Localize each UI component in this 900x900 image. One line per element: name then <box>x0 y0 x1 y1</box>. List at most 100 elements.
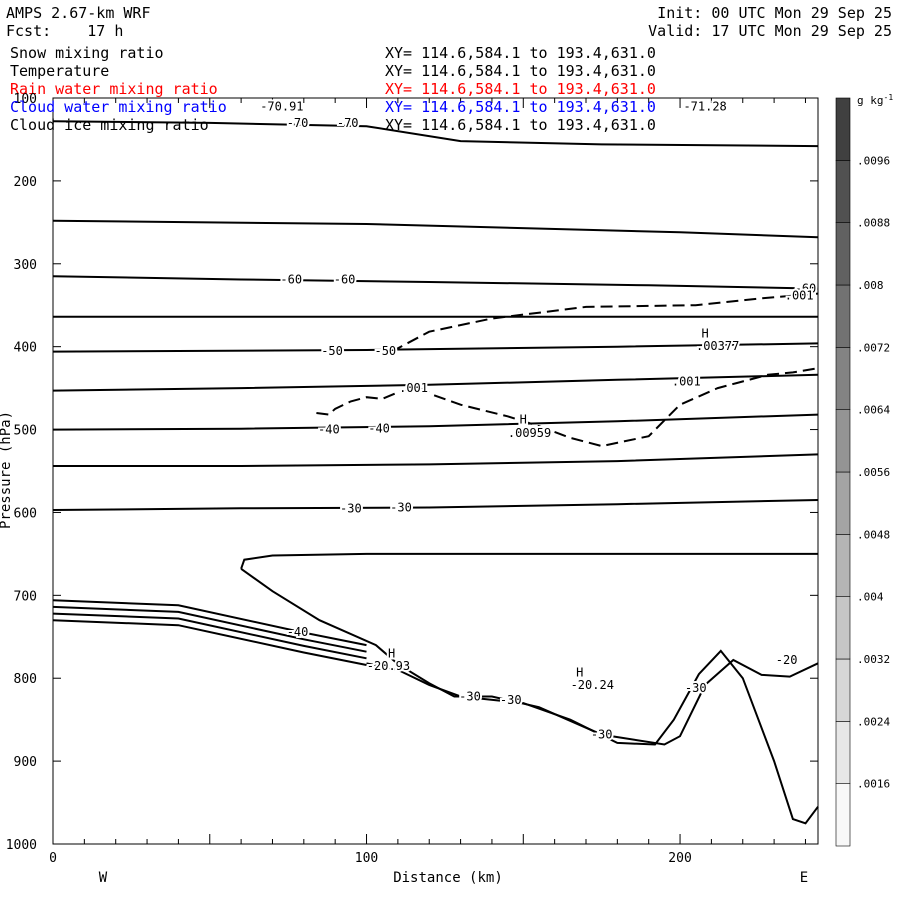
x-tick-label: 100 <box>355 851 378 866</box>
colorbar-swatch <box>835 721 851 784</box>
terrain-isotherm <box>52 599 367 647</box>
high-marker: H <box>388 646 395 660</box>
colorbar-label: .0064 <box>857 404 890 417</box>
x-end-label-left: W <box>99 870 108 886</box>
colorbar-swatch <box>835 222 851 286</box>
y-tick-label: 900 <box>14 755 37 770</box>
high-marker: H <box>520 413 527 427</box>
snow-contour-upper <box>391 292 819 353</box>
colorbar-swatch <box>835 284 851 348</box>
colorbar-swatch <box>835 783 851 847</box>
forecast-hour: Fcst: 17 h <box>6 22 124 40</box>
colorbar: .0016 .0024 .0032 .004 .0048 .0056 .0064 .0072.… <box>835 97 890 847</box>
high-value-label: .00377 <box>696 339 739 353</box>
isotherm-60 <box>52 275 819 290</box>
min-value-label: -70.91 <box>260 99 303 113</box>
contour-label: .001 <box>672 374 701 388</box>
high-marker: H <box>576 665 583 679</box>
colorbar-swatch <box>835 658 851 722</box>
contour-labels: -70 -70 -60 -60 -60 -50 -50 -40 -40 -40 -30 -30 -30 -… <box>258 97 818 743</box>
y-tick-label: 800 <box>14 672 37 687</box>
terrain-surface <box>366 649 819 825</box>
field-name-cloud-water: Cloud water mixing ratio <box>10 98 227 116</box>
contour-label: -40 <box>368 422 390 436</box>
snow-contour <box>316 292 819 448</box>
field-name-rain: Rain water mixing ratio <box>10 80 218 98</box>
colorbar-swatch <box>835 534 851 597</box>
terrain-isotherm <box>52 612 367 660</box>
colorbar-label: .0056 <box>857 466 890 479</box>
y-tick-label: 700 <box>14 589 37 604</box>
x-tick-label: 200 <box>668 851 691 866</box>
y-tick-label: 400 <box>14 341 37 356</box>
isotherm-70 <box>52 219 819 239</box>
init-time: Init: 00 UTC Mon 29 Sep 25 <box>657 4 892 22</box>
contour-label: -60 <box>334 273 356 287</box>
colorbar-swatch <box>835 596 851 660</box>
contour-label: -30 <box>390 500 412 514</box>
contour-label: -40 <box>318 423 340 437</box>
axis-ticks: 100 200 300 400 500 600 700 800 900 1000 0 100 200 <box>6 92 818 866</box>
high-value-label: .00959 <box>508 426 551 440</box>
isotherm-70 <box>52 120 819 148</box>
colorbar-label: .0096 <box>857 154 890 167</box>
y-axis-label: Pressure (hPa) <box>0 411 14 529</box>
y-tick-label: 1000 <box>6 838 37 853</box>
isotherm-40 <box>52 413 819 431</box>
colorbar-swatch <box>835 471 851 535</box>
colorbar-label: .0024 <box>857 715 890 728</box>
min-value-label: -71.28 <box>683 99 726 113</box>
colorbar-label: .0016 <box>857 778 890 791</box>
valid-time: Valid: 17 UTC Mon 29 Sep 25 <box>648 22 892 40</box>
contour-label: -60 <box>280 273 302 287</box>
y-tick-label: 600 <box>14 506 37 521</box>
contour-label: -40 <box>287 625 309 639</box>
isotherm-30 <box>52 499 819 511</box>
field-xy-cloud-water: XY= 114.6,584.1 to 193.4,631.0 <box>385 98 656 116</box>
temperature-contours <box>52 120 819 825</box>
field-xy-snow: XY= 114.6,584.1 to 193.4,631.0 <box>385 44 656 62</box>
isotherm-30 <box>240 567 819 746</box>
x-tick-label: 0 <box>49 851 57 866</box>
colorbar-label: .0048 <box>857 528 890 541</box>
colorbar-swatch <box>835 347 851 410</box>
terrain-isotherm <box>52 605 367 653</box>
colorbar-swatch <box>835 97 851 161</box>
colorbar-label: .0088 <box>857 217 890 230</box>
high-marker: H <box>702 326 709 340</box>
colorbar-swatch <box>835 409 851 473</box>
contour-label: -30 <box>340 501 362 515</box>
y-tick-label: 500 <box>14 424 37 439</box>
colorbar-unit: g kg-1 <box>857 93 893 107</box>
contour-label: -70 <box>287 116 309 130</box>
field-name-temperature: Temperature <box>10 62 110 80</box>
isotherm-40 <box>53 453 819 467</box>
contour-label: -30 <box>685 681 707 695</box>
x-axis-label: Distance (km) <box>393 870 503 886</box>
y-tick-label: 300 <box>14 258 37 273</box>
colorbar-label: .008 <box>857 279 884 292</box>
contour-label: -30 <box>591 728 613 742</box>
y-tick-label: 200 <box>14 175 37 190</box>
isotherm-50 <box>52 342 819 353</box>
high-value-label: -20.24 <box>571 678 614 692</box>
isotherm-50 <box>52 373 819 392</box>
colorbar-label: .0032 <box>857 653 890 666</box>
y-tick-label: 100 <box>14 92 37 107</box>
contour-label: -70 <box>337 116 359 130</box>
terrain-isotherm <box>52 619 367 666</box>
contour-label: -50 <box>321 344 343 358</box>
contour-label: -60 <box>795 282 817 296</box>
high-value-label: -20.93 <box>367 659 410 673</box>
field-xy-temperature: XY= 114.6,584.1 to 193.4,631.0 <box>385 62 656 80</box>
field-name-cloud-ice: Cloud ice mixing ratio <box>10 116 209 134</box>
contour-label: -30 <box>500 693 522 707</box>
contour-label: -20 <box>776 653 798 667</box>
colorbar-label: .004 <box>857 591 884 604</box>
colorbar-swatch <box>835 160 851 223</box>
model-title: AMPS 2.67-km WRF <box>6 4 151 22</box>
contour-label: -30 <box>459 689 481 703</box>
contour-label: -50 <box>374 344 396 358</box>
colorbar-label: .0072 <box>857 341 890 354</box>
